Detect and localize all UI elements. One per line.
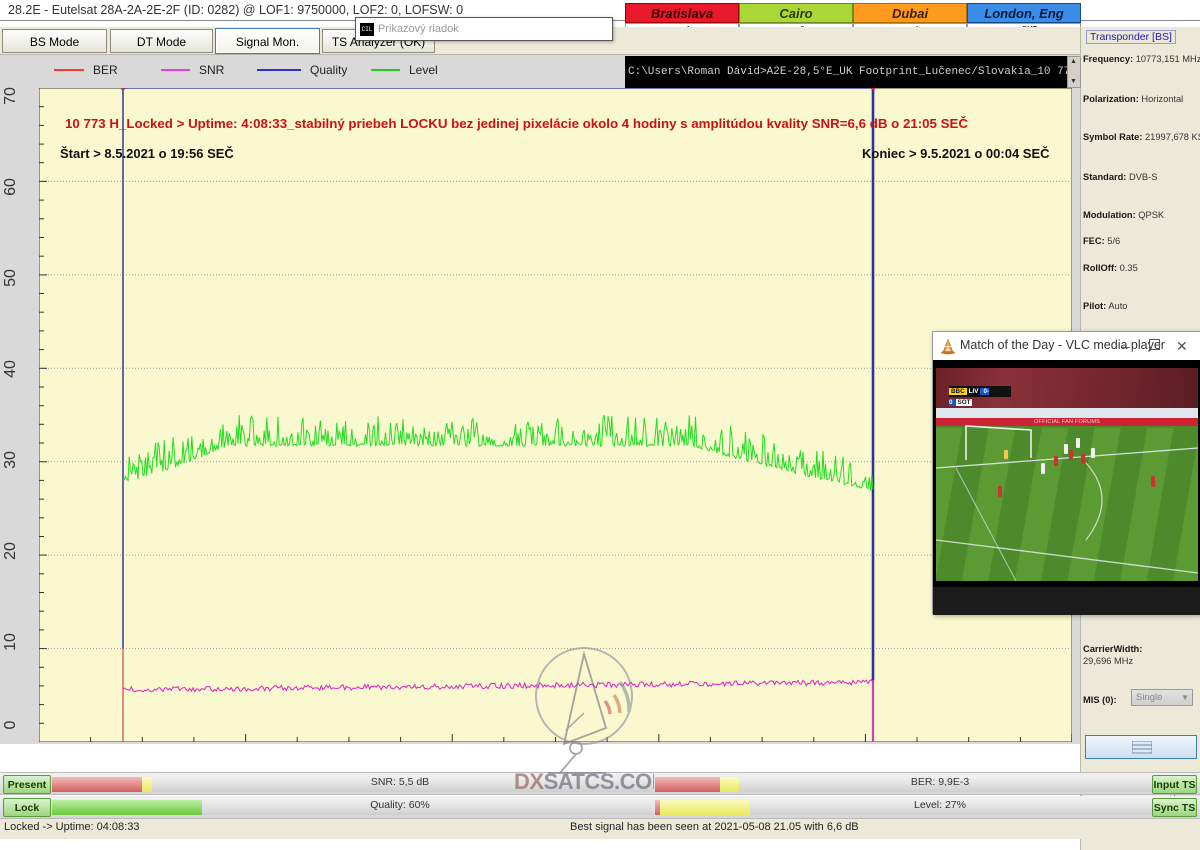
svg-text:DXSATCS.COM: DXSATCS.COM xyxy=(514,769,654,794)
